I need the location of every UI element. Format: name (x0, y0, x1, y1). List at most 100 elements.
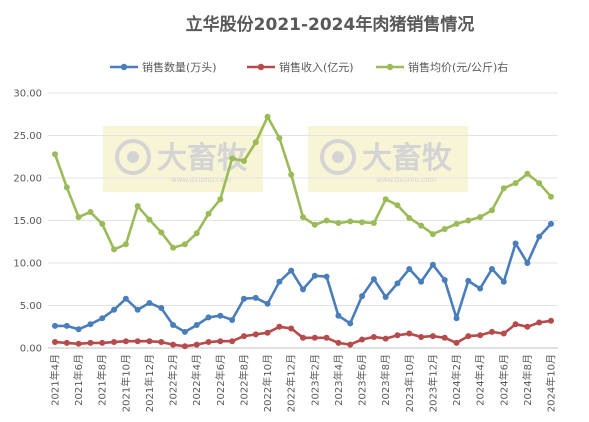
data-point (122, 338, 129, 345)
data-point (370, 276, 377, 283)
data-point (323, 273, 330, 280)
data-point (193, 322, 200, 329)
data-point (87, 339, 94, 346)
data-point (63, 184, 70, 191)
watermark-brand: 大畜牧 (362, 141, 453, 176)
x-tick-label: 2023年4月 (332, 354, 345, 406)
data-point (323, 334, 330, 341)
data-point (359, 293, 366, 300)
data-point (264, 329, 271, 336)
data-point (193, 230, 200, 237)
data-point (382, 196, 389, 203)
legend-swatch-marker (120, 63, 128, 71)
x-tick-label: 2024年4月 (474, 354, 487, 406)
legend-swatch-marker (257, 63, 265, 71)
watermark-url: www.dxumu.com (376, 176, 436, 184)
x-tick-label: 2023年6月 (356, 354, 369, 406)
data-point (441, 226, 448, 232)
data-point (429, 231, 436, 238)
legend-item-1: 销售数量(万头) (110, 60, 217, 74)
data-point (394, 280, 401, 287)
data-point (465, 277, 472, 284)
x-tick-label: 2021年12月 (143, 354, 156, 412)
chart-title: 立华股份2021-2024年肉猪销售情况 (186, 14, 475, 35)
data-point (359, 219, 366, 226)
series-2 (52, 317, 554, 350)
series-line (55, 223, 552, 334)
data-point (205, 210, 212, 217)
data-point (288, 325, 295, 332)
data-point (488, 265, 495, 272)
data-point (300, 334, 306, 341)
data-point (347, 218, 354, 225)
data-point (288, 171, 295, 178)
y-axis: 0.00 5.00 10.00 15.00 20.00 25.00 30.00 (13, 89, 42, 355)
data-point (52, 151, 58, 158)
data-point (229, 338, 236, 345)
x-tick-label: 2023年8月 (379, 354, 392, 406)
x-tick-label: 2022年12月 (285, 354, 298, 412)
data-point (536, 233, 543, 240)
watermark-url: www.dxumu.com (171, 176, 231, 184)
data-point (406, 330, 413, 337)
x-tick-label: 2021年6月 (72, 354, 85, 406)
data-point (418, 278, 425, 285)
x-tick-label: 2022年4月 (190, 354, 203, 406)
data-point (134, 306, 141, 313)
data-point (63, 339, 70, 346)
data-point (158, 305, 165, 312)
data-point (429, 333, 436, 340)
legend-swatch-marker (386, 63, 394, 71)
data-point (370, 333, 377, 340)
data-point (276, 278, 283, 285)
data-point (240, 158, 247, 164)
data-point (288, 267, 295, 274)
data-point (217, 312, 224, 319)
data-point (477, 214, 484, 221)
data-point (158, 339, 165, 346)
data-point (465, 217, 472, 224)
data-point (75, 214, 82, 221)
data-point (252, 139, 259, 146)
data-point (146, 338, 153, 345)
data-point (548, 193, 554, 200)
data-point (382, 335, 389, 342)
data-point (63, 322, 70, 329)
x-axis: 2021年4月 2021年6月 2021年8月 2021年10月 2021年12月 202… (49, 354, 558, 412)
data-point (99, 220, 106, 227)
data-point (418, 222, 425, 229)
data-point (217, 196, 224, 203)
x-tick-label: 2024年2月 (450, 354, 463, 406)
x-tick-label: 2024年8月 (521, 354, 534, 406)
legend-label: 销售数量(万头) (142, 60, 217, 74)
x-tick-label: 2022年10月 (261, 354, 274, 412)
series-layer (52, 113, 554, 350)
data-point (99, 315, 106, 322)
data-point (229, 316, 236, 323)
legend-label: 销售均价(元/公斤)右 (408, 60, 508, 74)
data-point (75, 340, 82, 347)
data-point (512, 240, 519, 247)
data-point (240, 333, 247, 340)
data-point (500, 278, 507, 285)
data-point (524, 260, 531, 266)
y-tick-label: 20.00 (13, 174, 42, 185)
data-point (252, 331, 259, 338)
data-point (311, 221, 318, 228)
series-1 (52, 220, 554, 335)
data-point (335, 220, 342, 227)
data-point (524, 323, 531, 330)
data-point (548, 220, 554, 227)
data-point (122, 241, 129, 248)
data-point (264, 300, 271, 307)
data-point (370, 220, 377, 227)
data-point (500, 185, 507, 192)
x-tick-label: 2021年10月 (119, 354, 132, 412)
data-point (146, 299, 153, 306)
legend-item-3: 销售均价(元/公斤)右 (376, 60, 508, 74)
data-point (181, 343, 188, 350)
data-point (111, 339, 118, 346)
data-point (488, 328, 495, 335)
data-point (429, 261, 436, 268)
